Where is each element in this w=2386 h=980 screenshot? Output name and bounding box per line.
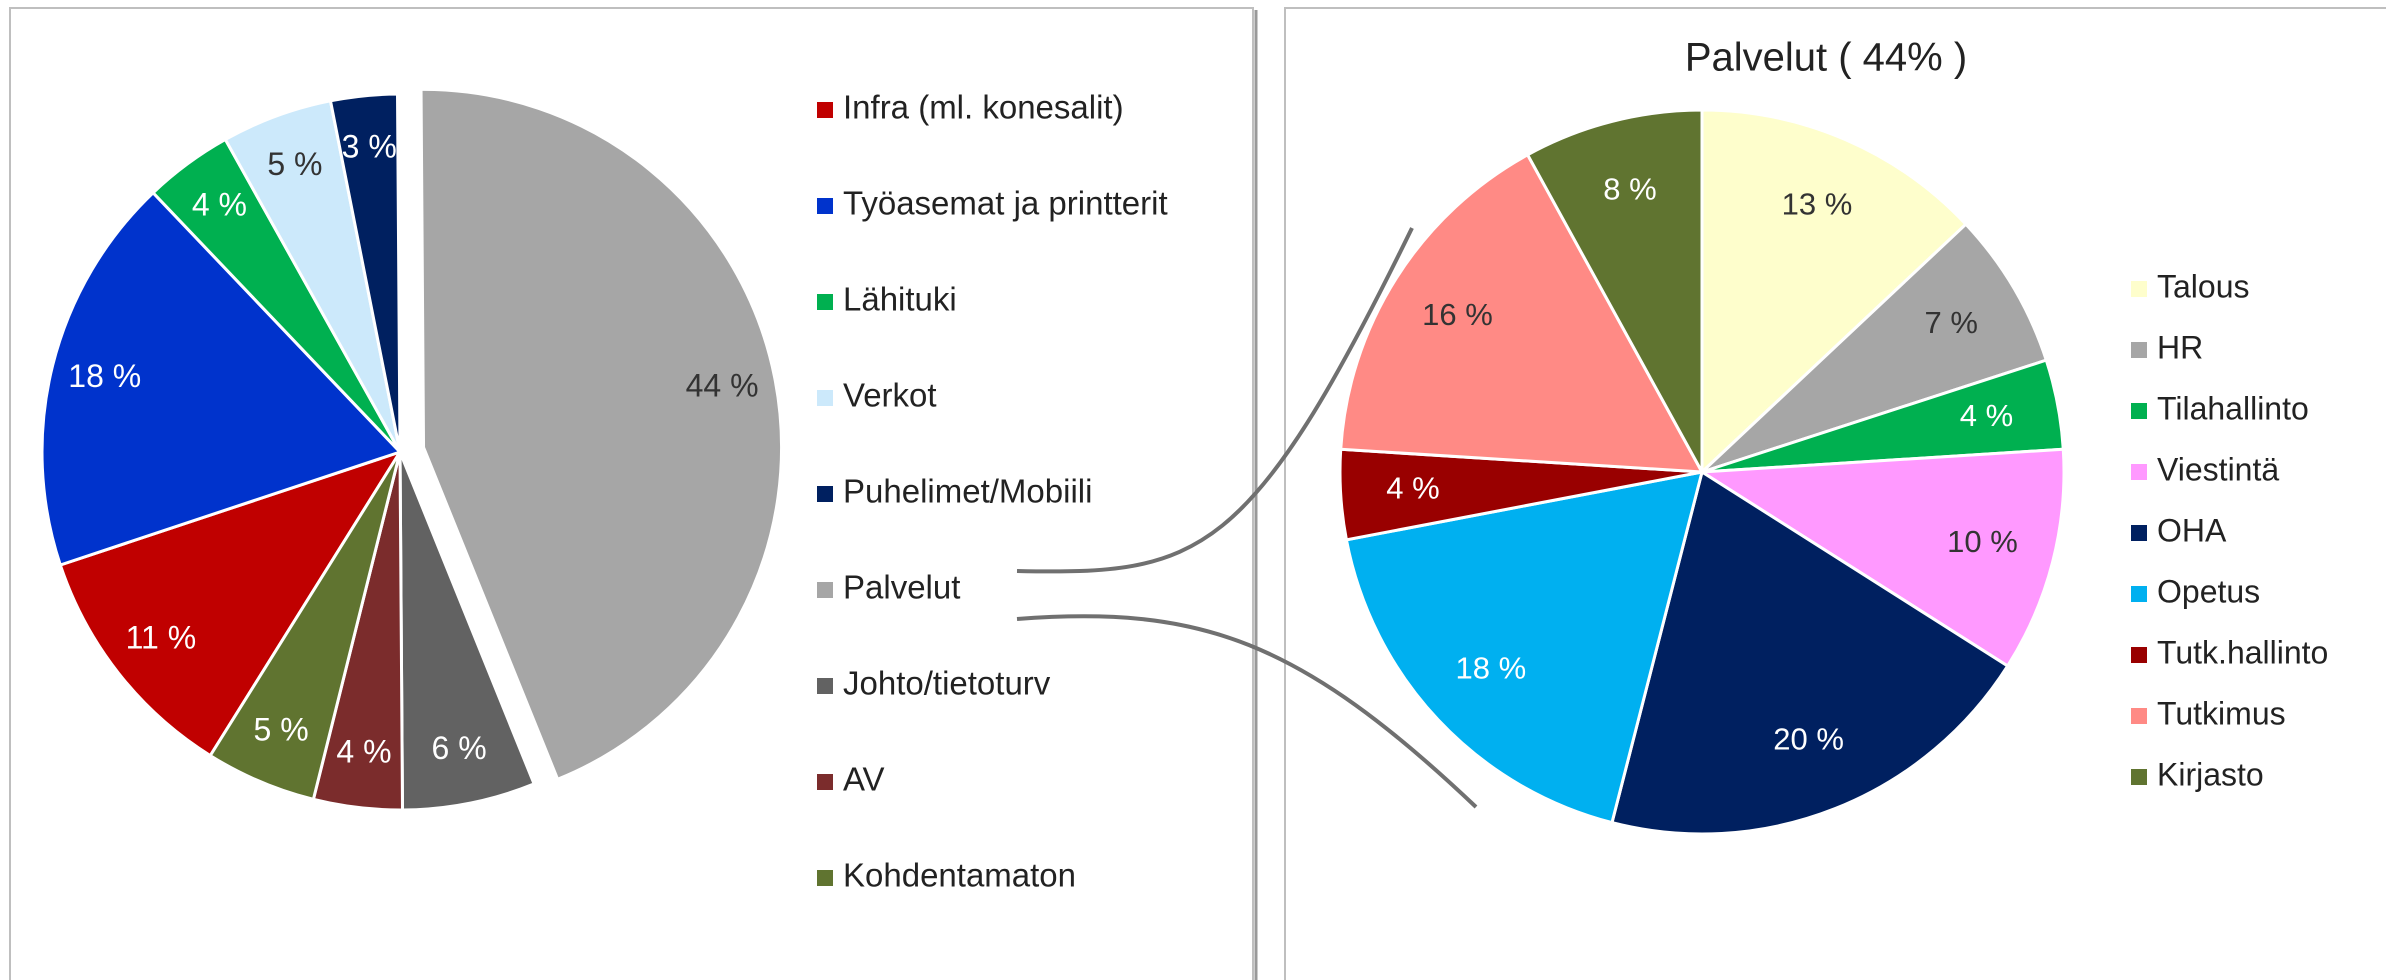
pie-slice [1344,470,1705,825]
pie-slice [58,449,404,758]
pie-slice [208,451,402,802]
legend-swatch [817,102,833,118]
legend-swatch [2131,403,2147,419]
legend-swatch [817,198,833,214]
legend-swatch [817,678,833,694]
legend-label: Työasemat ja printterit [843,185,1168,222]
legend-label: Talous [2157,268,2250,304]
pie-slice [328,92,402,453]
legend-label: AV [843,761,885,798]
pie-slice [1610,469,2010,836]
data-label: 5 % [267,146,322,182]
legend-label: Tilahallinto [2157,390,2309,426]
data-label: 6 % [432,730,487,766]
legend-swatch [2131,281,2147,297]
legend-label: Kohdentamaton [843,857,1076,894]
legend-label: Opetus [2157,573,2260,609]
chart-title: Palvelut ( 44% ) [1685,36,1967,80]
legend-label: Infra (ml. konesalit) [843,89,1124,126]
data-label: 3 % [342,129,397,165]
legend-swatch [817,774,833,790]
legend-swatch [817,870,833,886]
legend-label: Kirjasto [2157,756,2264,792]
pie-slice [398,451,537,812]
legend-swatch [2131,464,2147,480]
data-label: 20 % [1773,721,1844,756]
legend-label: OHA [2157,512,2227,548]
legend-swatch [2131,769,2147,785]
legend-swatch [817,390,833,406]
pie-slice [1700,222,2049,474]
data-label: 5 % [254,712,309,748]
legend-swatch [2131,342,2147,358]
legend-swatch [817,294,833,310]
legend-swatch [817,582,833,598]
data-label: 16 % [1422,297,1493,332]
legend-label: Tutkimus [2157,695,2286,731]
connector-line [1016,614,1478,809]
legend-label: Johto/tietoturv [843,665,1051,702]
connector-line [1016,227,1414,574]
legend-label: Viestintä [2157,451,2279,487]
data-label: 18 % [68,358,141,394]
data-label: 4 % [1960,398,2013,433]
legend-label: HR [2157,329,2203,365]
data-label: 44 % [686,368,759,404]
data-label: 18 % [1456,650,1527,685]
legend-swatch [2131,708,2147,724]
data-label: 4 % [192,187,247,223]
legend-label: Palvelut [843,569,960,606]
data-label: 13 % [1782,186,1853,221]
pie-slice [1697,447,2066,669]
legend-swatch [2131,647,2147,663]
data-label: 8 % [1603,172,1656,207]
pie-slice [1339,152,1705,474]
data-label: 7 % [1925,305,1978,340]
pie-slice [40,190,403,567]
pie-slice [1700,108,1969,476]
legend-swatch [2131,525,2147,541]
pie-slice [419,87,784,782]
legend-label: Lähituki [843,281,957,318]
legend-label: Puhelimet/Mobiili [843,473,1092,510]
data-label: 4 % [336,734,391,770]
data-label: 10 % [1947,524,2018,559]
pie-slice [1525,108,1704,473]
data-label: 11 % [126,620,197,656]
legend-label: Verkot [843,377,937,414]
legend-swatch [2131,586,2147,602]
legend-label: Tutk.hallinto [2157,634,2328,670]
data-label: 4 % [1386,470,1439,505]
legend-swatch [817,486,833,502]
